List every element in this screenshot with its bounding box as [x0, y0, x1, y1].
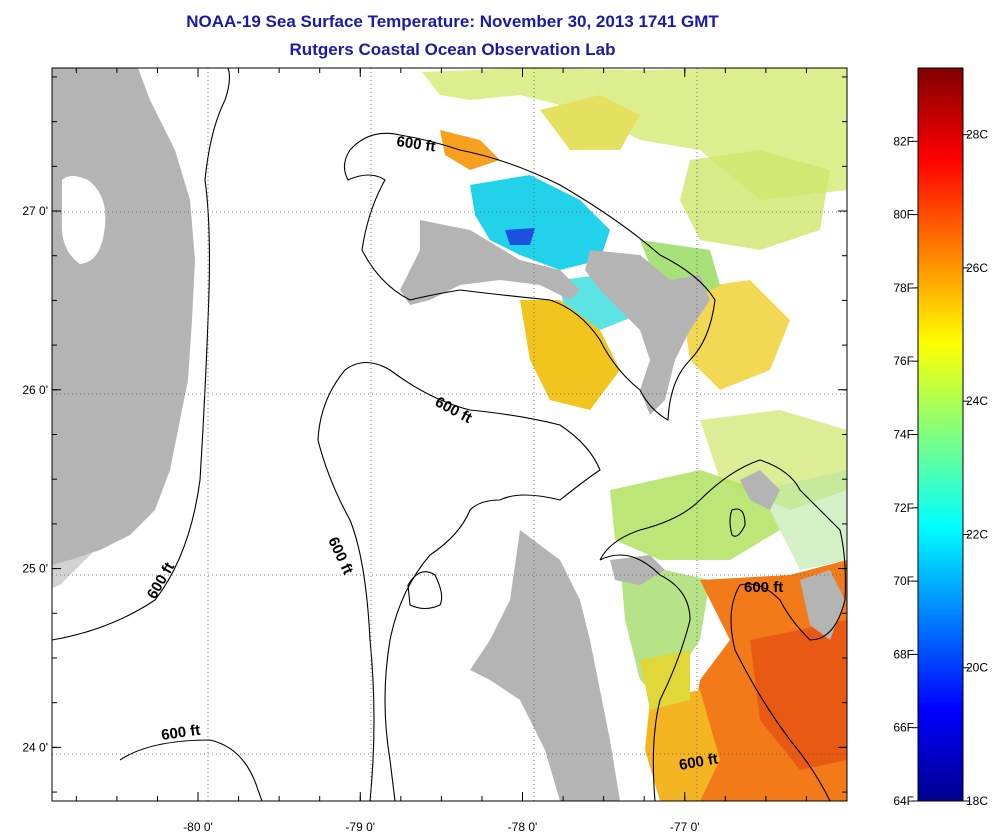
- grand-bahama: [400, 220, 580, 305]
- contour-label: 600 ft: [395, 133, 436, 155]
- fahrenheit-label: 68F: [893, 647, 914, 661]
- andros-island: [470, 530, 620, 801]
- land-masses: [52, 68, 845, 801]
- contour-label: 600 ft: [160, 722, 201, 744]
- contour-label: 600 ft: [744, 579, 783, 596]
- map-title: NOAA-19 Sea Surface Temperature: Novembe…: [186, 12, 719, 31]
- celsius-label: 24C: [966, 394, 988, 408]
- sst-field: [422, 68, 847, 801]
- fahrenheit-label: 80F: [893, 208, 914, 222]
- fahrenheit-label: 74F: [893, 428, 914, 442]
- fahrenheit-label: 72F: [893, 501, 914, 515]
- colorbar-labels: 82F 80F 78F 76F 74F 72F 70F 68F 66F 64F 28C 26C 24C 2…: [893, 128, 988, 808]
- celsius-label: 22C: [966, 527, 988, 541]
- lon-tick-label: -79 0': [345, 820, 375, 834]
- lat-tick-label: 24 0': [22, 740, 48, 754]
- colorbar: [917, 67, 964, 802]
- map-subtitle: Rutgers Coastal Ocean Observation Lab: [289, 40, 616, 59]
- lat-tick-label: 26 0': [22, 383, 48, 397]
- depth-contours: [52, 68, 846, 801]
- contour-label: 600 ft: [678, 750, 720, 774]
- fahrenheit-label: 64F: [893, 794, 914, 808]
- graticule: [52, 68, 847, 801]
- lat-tick-label: 25 0': [22, 562, 48, 576]
- axis-ticks: -80 0' -79 0' -78 0' -77 0' 27 0' 26 0' 25 0' 2…: [22, 68, 848, 834]
- lon-tick-label: -80 0': [183, 820, 213, 834]
- celsius-label: 28C: [966, 128, 988, 142]
- fahrenheit-label: 66F: [893, 721, 914, 735]
- lon-tick-label: -78 0': [508, 820, 538, 834]
- fahrenheit-label: 70F: [893, 574, 914, 588]
- celsius-label: 18C: [966, 794, 988, 808]
- fahrenheit-label: 82F: [893, 134, 914, 148]
- abaco-islands: [585, 250, 710, 415]
- celsius-label: 20C: [966, 661, 988, 675]
- lon-tick-label: -77 0': [670, 820, 700, 834]
- celsius-label: 26C: [966, 261, 988, 275]
- lat-tick-label: 27 0': [22, 204, 48, 218]
- lake-okeechobee: [61, 176, 106, 264]
- fahrenheit-label: 76F: [893, 354, 914, 368]
- fahrenheit-label: 78F: [893, 281, 914, 295]
